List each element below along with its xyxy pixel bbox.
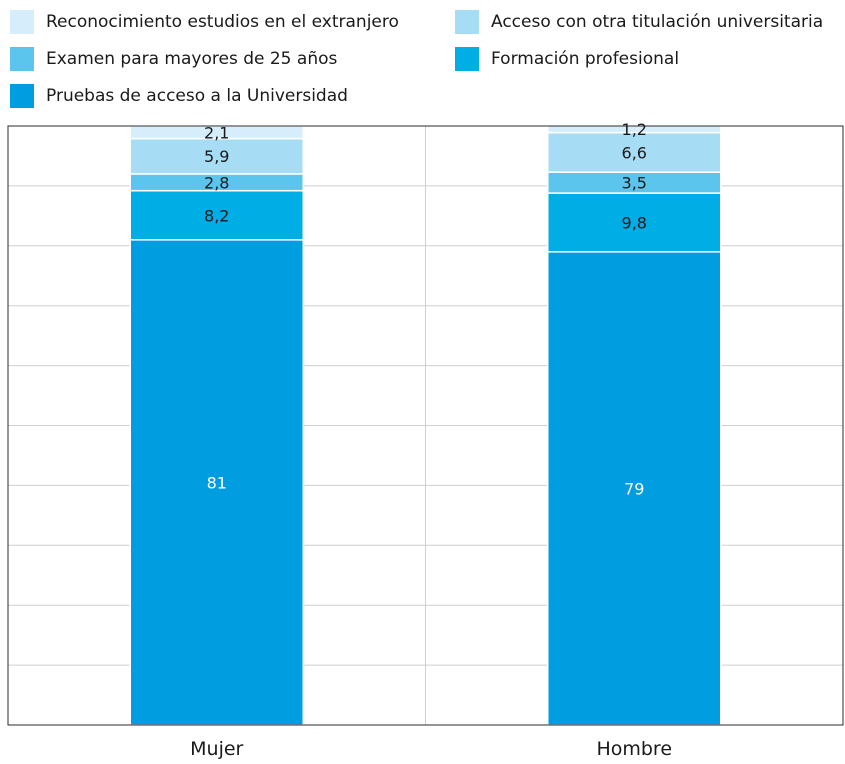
legend-item-reconocimiento: Reconocimiento estudios en el extranjero — [10, 10, 399, 34]
bar-value-label: 5,9 — [204, 147, 229, 166]
bar-value-label: 9,8 — [622, 213, 647, 232]
bar-value-label: 3,5 — [622, 174, 647, 193]
bar-value-label: 1,2 — [622, 120, 647, 139]
legend-swatch-pruebas-acceso — [10, 84, 34, 108]
bar-segment — [129, 239, 304, 726]
bar-segment — [547, 131, 722, 173]
legend-item-otra-titulacion: Acceso con otra titulación universitaria — [455, 10, 823, 34]
legend-label-pruebas-acceso: Pruebas de acceso a la Universidad — [46, 86, 348, 106]
plot-frame — [7, 125, 844, 726]
legend-item-mayores-25: Examen para mayores de 25 años — [10, 47, 337, 71]
legend-swatch-formacion-profesional — [455, 47, 479, 71]
x-tick-label: Hombre — [596, 738, 672, 760]
legend-item-pruebas-acceso: Pruebas de acceso a la Universidad — [10, 84, 348, 108]
legend: Reconocimiento estudios en el extranjero… — [0, 0, 845, 112]
bar-segment — [547, 251, 722, 726]
bar-value-label: 6,6 — [622, 143, 647, 162]
legend-item-formacion-profesional: Formación profesional — [455, 47, 679, 71]
bar-segment — [129, 137, 304, 175]
bar-value-label: 2,1 — [204, 123, 229, 142]
bar-segment — [547, 192, 722, 253]
legend-swatch-reconocimiento — [10, 10, 34, 34]
legend-swatch-mayores-25 — [10, 47, 34, 71]
bar-segment — [547, 124, 722, 134]
bar-value-label: 2,8 — [204, 173, 229, 192]
legend-label-formacion-profesional: Formación profesional — [491, 49, 680, 69]
bar-value-label: 8,2 — [204, 206, 229, 225]
legend-swatch-otra-titulacion — [455, 10, 479, 34]
bar-segment — [129, 189, 304, 241]
x-tick-label: Mujer — [190, 738, 243, 760]
legend-label-reconocimiento: Reconocimiento estudios en el extranjero — [46, 12, 399, 32]
legend-label-mayores-25: Examen para mayores de 25 años — [46, 49, 338, 69]
bar-value-label: 79 — [624, 479, 644, 498]
bar-value-label: 81 — [207, 473, 227, 492]
legend-label-otra-titulacion: Acceso con otra titulación universitaria — [491, 12, 824, 32]
